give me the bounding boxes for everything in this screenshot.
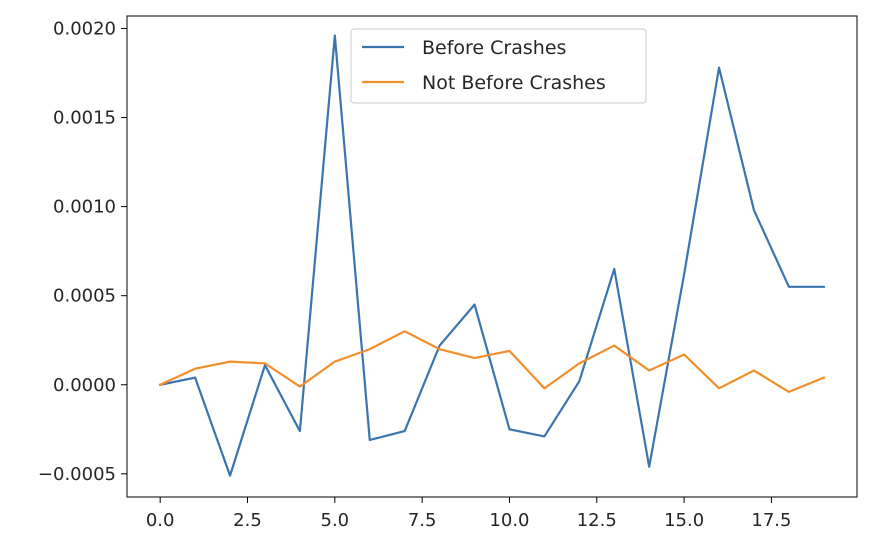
legend-box bbox=[350, 28, 647, 104]
legend: Before Crashes Not Before Crashes bbox=[350, 28, 647, 104]
series-line-before-crashes bbox=[158, 34, 825, 477]
x-tick-label: 12.5 bbox=[577, 510, 617, 531]
legend-label-before-crashes: Before Crashes bbox=[422, 37, 566, 59]
y-tick-label: 0.0020 bbox=[53, 18, 116, 39]
x-tick-label: 0.0 bbox=[146, 510, 175, 531]
y-tick-label: 0.0000 bbox=[53, 375, 116, 396]
x-tick-label: 15.0 bbox=[664, 510, 704, 531]
y-tick-label: −0.0005 bbox=[38, 464, 116, 485]
y-tick-label: 0.0015 bbox=[53, 108, 116, 129]
x-tick-label: 7.5 bbox=[408, 510, 437, 531]
x-tick-label: 2.5 bbox=[233, 510, 262, 531]
series-line-not-before-crashes bbox=[158, 330, 826, 393]
x-tick-label: 5.0 bbox=[321, 510, 350, 531]
plot-area bbox=[158, 34, 826, 477]
x-tick-label: 17.5 bbox=[751, 510, 791, 531]
y-tick-label: 0.0005 bbox=[53, 286, 116, 307]
y-tick-label: 0.0010 bbox=[53, 197, 116, 218]
axes-frame bbox=[126, 15, 858, 498]
axes: 0.0 2.5 5.0 7.5 10.0 12.5 15.0 17.5 −0.0005 0.000… bbox=[38, 15, 858, 531]
legend-label-not-before-crashes: Not Before Crashes bbox=[422, 72, 606, 94]
x-tick-label: 10.0 bbox=[489, 510, 529, 531]
